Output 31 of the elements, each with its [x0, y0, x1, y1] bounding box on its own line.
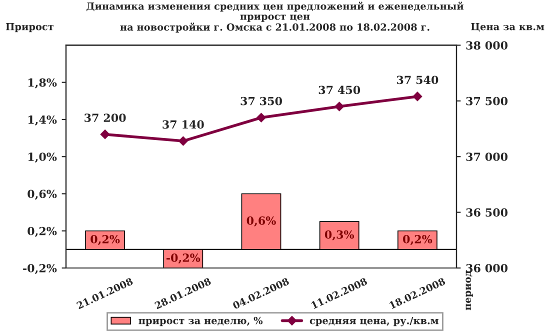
y-tick-label: 0,6%	[28, 190, 57, 200]
data-label: 0,2%	[403, 234, 432, 246]
data-label: 0,6%	[246, 216, 276, 226]
point	[412, 92, 422, 102]
point	[178, 136, 188, 146]
data-label: 37 200	[84, 114, 126, 122]
y-tick-label: 0,2%	[28, 226, 57, 237]
y-tick-label: 1,8%	[28, 78, 57, 88]
y2-tick-label: 37 500	[466, 96, 508, 106]
data-label: 37 350	[240, 96, 282, 106]
data-label: 0,2%	[90, 234, 120, 246]
point	[334, 102, 344, 112]
data-label: 0,3%	[324, 230, 354, 240]
legend-label: прирост за неделю, %	[138, 316, 263, 326]
chart-title: Динамика изменения средних цен предложений и еженедельный прирост цен на новостройки г. Омска с 21.01.2008 по 18.02.2008 г.	[86, 2, 464, 33]
point	[256, 113, 266, 122]
data-label: 37 540	[396, 76, 438, 84]
y-axis-title: Прирост	[6, 23, 54, 32]
y2-tick-label: 37 000	[466, 152, 508, 161]
legend-label: средняя цена, ру./кв.м	[310, 317, 439, 326]
data-label: 37 450	[318, 86, 360, 94]
y2-tick-label: 36 500	[466, 208, 508, 217]
data-label: -0,2%	[166, 254, 200, 264]
point	[100, 130, 110, 139]
y-tick-label: -0,2%	[23, 264, 57, 274]
y2-tick-label: 38 000	[466, 41, 508, 50]
data-label: 37 140	[162, 120, 204, 129]
y-tick-label: 1,4%	[28, 115, 57, 126]
y-tick-label: 1,0%	[28, 152, 57, 163]
text: период	[466, 270, 473, 310]
y2-axis-title: Цена за кв.м	[471, 23, 544, 32]
